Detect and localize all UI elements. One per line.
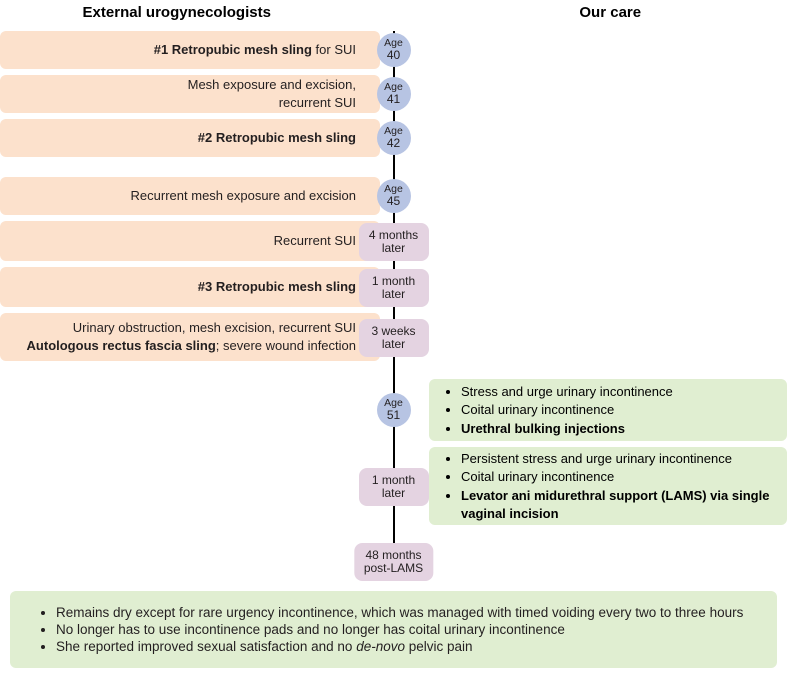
left-event-text: #2 Retropubic mesh sling xyxy=(198,129,356,147)
left-event-box: Recurrent SUI xyxy=(0,221,380,261)
node-line2: post-LAMS xyxy=(364,562,423,575)
node-line2: later xyxy=(382,242,405,255)
interval-node: 48 monthspost-LAMS xyxy=(354,543,433,581)
timeline-row: Urinary obstruction, mesh excision, recu… xyxy=(0,313,787,361)
age-node: Age40 xyxy=(377,33,411,67)
timeline-row: #3 Retropubic mesh sling1 monthlater xyxy=(0,267,787,307)
left-event-text: Mesh exposure and excision,recurrent SUI xyxy=(188,76,356,111)
timeline-row: Mesh exposure and excision,recurrent SUI… xyxy=(0,75,787,113)
outcome-list: Remains dry except for rare urgency inco… xyxy=(38,605,761,654)
left-event-box: #2 Retropubic mesh sling xyxy=(0,119,380,157)
timeline-row: Persistent stress and urge urinary incon… xyxy=(0,447,787,525)
column-headers: External urogynecologists Our care xyxy=(0,0,787,31)
left-event-text: Recurrent SUI xyxy=(274,232,356,250)
node-line2: later xyxy=(382,288,405,301)
right-event-item: Persistent stress and urge urinary incon… xyxy=(461,450,777,468)
node-line2: later xyxy=(382,338,405,351)
age-node: Age42 xyxy=(377,121,411,155)
left-event-text: #1 Retropubic mesh sling for SUI xyxy=(154,41,356,59)
left-event-text: #3 Retropubic mesh sling xyxy=(198,278,356,296)
timeline-row: Recurrent mesh exposure and excision Age4… xyxy=(0,177,787,215)
left-event-text: Recurrent mesh exposure and excision xyxy=(131,187,356,205)
outcome-item: She reported improved sexual satisfactio… xyxy=(56,639,761,654)
left-event-box: #3 Retropubic mesh sling xyxy=(0,267,380,307)
node-line2: 40 xyxy=(387,49,400,62)
timeline-row: Stress and urge urinary incontinenceCoit… xyxy=(0,379,787,441)
timeline-row: 48 monthspost-LAMS xyxy=(0,539,787,583)
diagram-root: External urogynecologists Our care #1 Re… xyxy=(0,0,787,668)
right-event-item: Levator ani midurethral support (LAMS) v… xyxy=(461,487,777,522)
left-event-text: Urinary obstruction, mesh excision, recu… xyxy=(27,319,356,354)
outcome-item: No longer has to use incontinence pads a… xyxy=(56,622,761,637)
node-line2: later xyxy=(382,487,405,500)
right-event-item: Urethral bulking injections xyxy=(461,420,673,438)
outcome-item: Remains dry except for rare urgency inco… xyxy=(56,605,761,620)
timeline-row: #2 Retropubic mesh sling Age42 xyxy=(0,119,787,157)
age-node: Age45 xyxy=(377,179,411,213)
left-event-box: Urinary obstruction, mesh excision, recu… xyxy=(0,313,380,361)
left-event-box: Mesh exposure and excision,recurrent SUI xyxy=(0,75,380,113)
right-event-list: Persistent stress and urge urinary incon… xyxy=(443,449,777,523)
right-event-list: Stress and urge urinary incontinenceCoit… xyxy=(443,382,673,439)
header-left: External urogynecologists xyxy=(0,4,394,21)
age-node: Age51 xyxy=(377,393,411,427)
outcome-box: Remains dry except for rare urgency inco… xyxy=(10,591,777,668)
left-event-box: #1 Retropubic mesh sling for SUI xyxy=(0,31,380,69)
interval-node: 4 monthslater xyxy=(359,223,429,261)
left-event-box: Recurrent mesh exposure and excision xyxy=(0,177,380,215)
node-line2: 42 xyxy=(387,137,400,150)
right-event-item: Coital urinary incontinence xyxy=(461,468,777,486)
node-line2: 45 xyxy=(387,195,400,208)
right-event-box: Persistent stress and urge urinary incon… xyxy=(429,447,787,525)
header-right: Our care xyxy=(394,4,787,21)
timeline-row: #1 Retropubic mesh sling for SUI Age40 xyxy=(0,31,787,69)
right-event-item: Coital urinary incontinence xyxy=(461,401,673,419)
node-line2: 41 xyxy=(387,93,400,106)
timeline-row: Recurrent SUI4 monthslater xyxy=(0,221,787,261)
interval-node: 3 weekslater xyxy=(359,319,429,357)
node-line2: 51 xyxy=(387,409,400,422)
interval-node: 1 monthlater xyxy=(359,468,429,506)
age-node: Age41 xyxy=(377,77,411,111)
right-event-box: Stress and urge urinary incontinenceCoit… xyxy=(429,379,787,441)
interval-node: 1 monthlater xyxy=(359,269,429,307)
right-event-item: Stress and urge urinary incontinence xyxy=(461,383,673,401)
timeline: #1 Retropubic mesh sling for SUI Age40 Mes… xyxy=(0,31,787,583)
